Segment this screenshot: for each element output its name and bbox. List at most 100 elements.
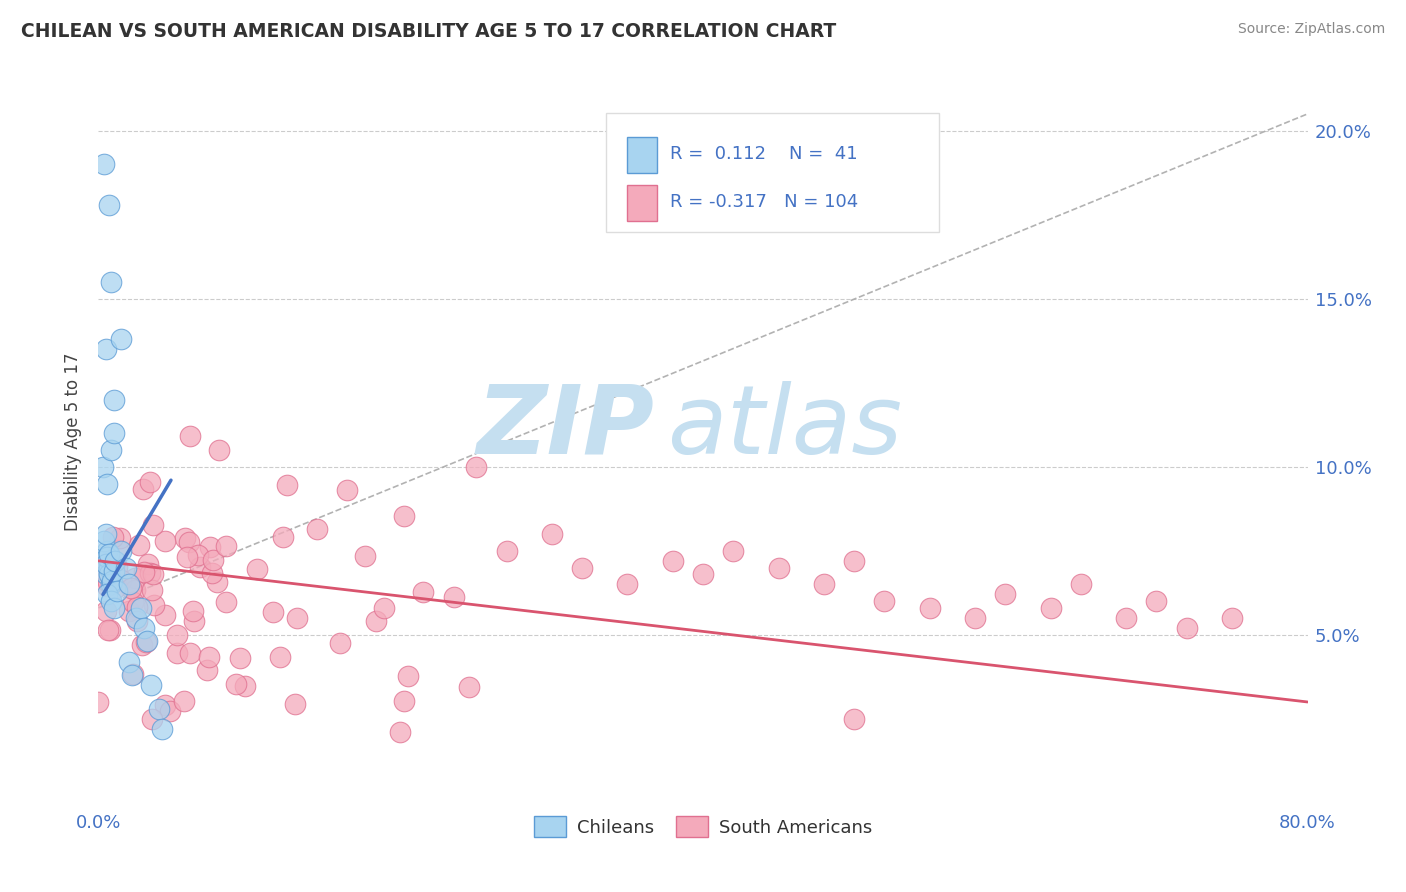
Point	[187, 548, 209, 562]
Point	[179, 429, 201, 443]
Point	[141, 712, 163, 726]
Point	[176, 550, 198, 565]
Point	[208, 442, 231, 457]
Point	[616, 577, 638, 591]
Point	[392, 694, 415, 708]
Point	[233, 679, 256, 693]
Point	[96, 543, 118, 558]
Point	[139, 566, 162, 581]
Point	[132, 483, 155, 497]
Point	[215, 595, 238, 609]
Point	[141, 583, 163, 598]
Point	[94, 567, 117, 582]
Point	[329, 636, 352, 650]
Point	[135, 634, 157, 648]
Point	[844, 554, 866, 568]
Point	[183, 604, 205, 618]
Point	[101, 530, 124, 544]
Point	[1220, 611, 1243, 625]
Point	[125, 611, 148, 625]
Y-axis label: Disability Age 5 to 17: Disability Age 5 to 17	[65, 352, 83, 531]
Point	[1070, 577, 1092, 591]
Point	[136, 558, 159, 572]
Point	[443, 590, 465, 604]
Point	[142, 518, 165, 533]
Point	[135, 635, 157, 649]
Point	[388, 725, 411, 739]
Point	[768, 560, 790, 574]
Point	[225, 677, 247, 691]
Point	[201, 566, 224, 580]
Point	[202, 553, 225, 567]
Text: Source: ZipAtlas.com: Source: ZipAtlas.com	[1237, 22, 1385, 37]
Point	[229, 651, 252, 665]
Point	[305, 522, 328, 536]
Point	[353, 549, 375, 563]
Point	[723, 543, 745, 558]
Point	[125, 615, 148, 629]
Point	[105, 559, 128, 574]
Point	[412, 584, 434, 599]
Point	[150, 722, 173, 736]
Point	[994, 587, 1017, 601]
Point	[96, 579, 118, 593]
Point	[166, 627, 188, 641]
Point	[183, 614, 205, 628]
Point	[103, 426, 125, 441]
Point	[142, 598, 165, 612]
Point	[132, 565, 155, 579]
Point	[139, 475, 162, 489]
Text: ZIP: ZIP	[477, 381, 655, 474]
Point	[661, 554, 683, 568]
Point	[107, 543, 129, 558]
Bar	[627, 136, 657, 173]
Point	[174, 531, 197, 545]
Point	[457, 680, 479, 694]
Point	[215, 539, 238, 553]
Point	[153, 607, 176, 622]
Point	[120, 582, 142, 596]
Point	[132, 621, 155, 635]
Point	[96, 574, 118, 589]
Point	[336, 483, 359, 498]
Point	[96, 587, 118, 601]
Point	[100, 275, 122, 289]
Text: R = -0.317   N = 104: R = -0.317 N = 104	[671, 193, 859, 211]
Point	[269, 650, 291, 665]
Point	[121, 668, 143, 682]
Point	[1039, 600, 1062, 615]
Bar	[627, 185, 657, 221]
Point	[122, 667, 145, 681]
Point	[98, 623, 121, 637]
Point	[100, 577, 122, 591]
Point	[392, 509, 415, 524]
Point	[110, 543, 132, 558]
Point	[205, 575, 228, 590]
Point	[844, 712, 866, 726]
Point	[94, 558, 117, 572]
Point	[108, 531, 131, 545]
Point	[396, 668, 419, 682]
Point	[465, 459, 488, 474]
Point	[103, 564, 125, 578]
Point	[110, 332, 132, 346]
Point	[965, 611, 987, 625]
Point	[96, 476, 118, 491]
Point	[246, 562, 269, 576]
Point	[101, 574, 124, 588]
Point	[918, 600, 941, 615]
Point	[195, 663, 218, 677]
Point	[91, 554, 114, 568]
Point	[571, 560, 593, 574]
Point	[127, 599, 149, 614]
Point	[373, 600, 395, 615]
Point	[103, 392, 125, 407]
Text: atlas: atlas	[666, 381, 901, 474]
Point	[166, 646, 188, 660]
Point	[124, 570, 146, 584]
Point	[93, 563, 115, 577]
Point	[142, 567, 165, 582]
Point	[128, 538, 150, 552]
Legend: Chileans, South Americans: Chileans, South Americans	[526, 809, 880, 845]
Point	[98, 567, 121, 582]
